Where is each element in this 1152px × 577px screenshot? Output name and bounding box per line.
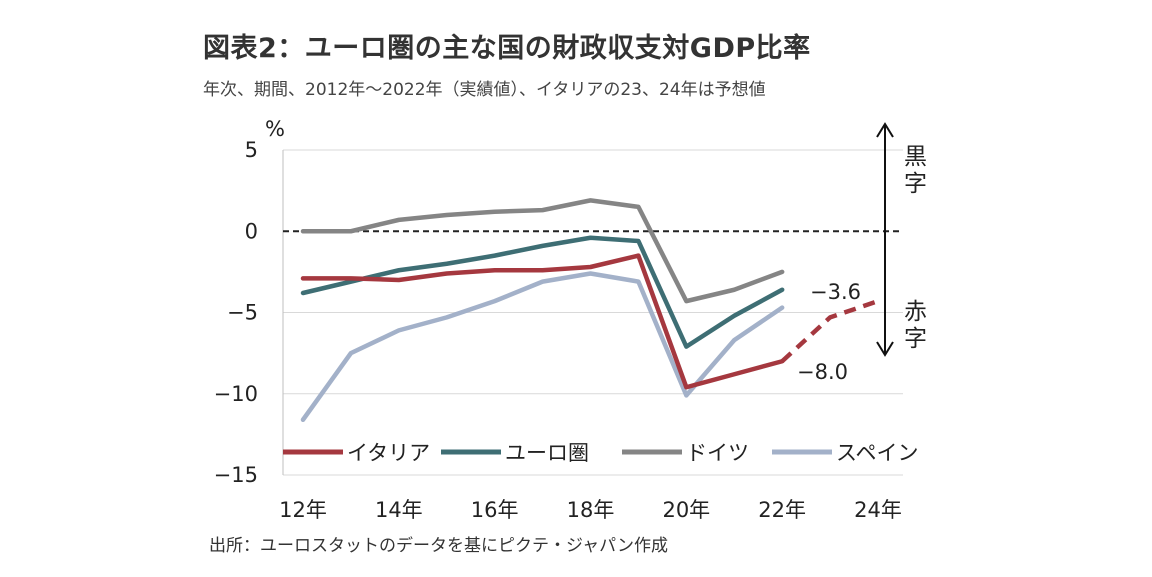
x-tick-label: 16年 <box>471 498 519 522</box>
y-tick-label: 0 <box>245 219 258 243</box>
surplus-label-char: 字 <box>904 171 927 197</box>
legend-label: スペイン <box>836 441 919 465</box>
legend-label: イタリア <box>347 441 430 465</box>
legend-label: ドイツ <box>686 441 749 465</box>
data-label-2024: −3.6 <box>810 280 861 304</box>
data-label-2022: −8.0 <box>797 360 848 384</box>
series-line-0 <box>300 253 785 390</box>
x-tick-label: 24年 <box>854 498 902 522</box>
series-line-2 <box>300 198 785 304</box>
y-tick-label: −10 <box>214 382 258 406</box>
x-tick-label: 18年 <box>567 498 615 522</box>
x-tick-label: 12年 <box>279 498 327 522</box>
x-tick-label: 22年 <box>758 498 806 522</box>
y-axis-unit: % <box>265 117 285 141</box>
series-line-1 <box>300 235 785 349</box>
series-forecast-line-0 <box>780 298 879 363</box>
deficit-label-char: 赤 <box>904 299 927 325</box>
arrow-up-head <box>876 122 894 138</box>
deficit-label-char: 字 <box>904 326 927 352</box>
chart-subtitle: 年次、期間、2012年～2022年（実績値）、イタリアの23、24年は予想値 <box>203 80 766 100</box>
y-tick-label: −15 <box>214 463 258 487</box>
y-tick-label: −5 <box>227 301 258 325</box>
legend-label: ユーロ圏 <box>505 441 589 465</box>
x-tick-label: 20年 <box>662 498 710 522</box>
series-line-3 <box>300 271 785 422</box>
y-tick-label: 5 <box>245 138 258 162</box>
arrow-down-head <box>876 341 894 357</box>
surplus-label-char: 黒 <box>904 144 927 170</box>
chart-title: 図表2：ユーロ圏の主な国の財政収支対GDP比率 <box>203 33 811 64</box>
chart-source: 出所：ユーロスタットのデータを基にピクテ・ジャパン作成 <box>209 536 668 556</box>
x-tick-label: 14年 <box>375 498 423 522</box>
